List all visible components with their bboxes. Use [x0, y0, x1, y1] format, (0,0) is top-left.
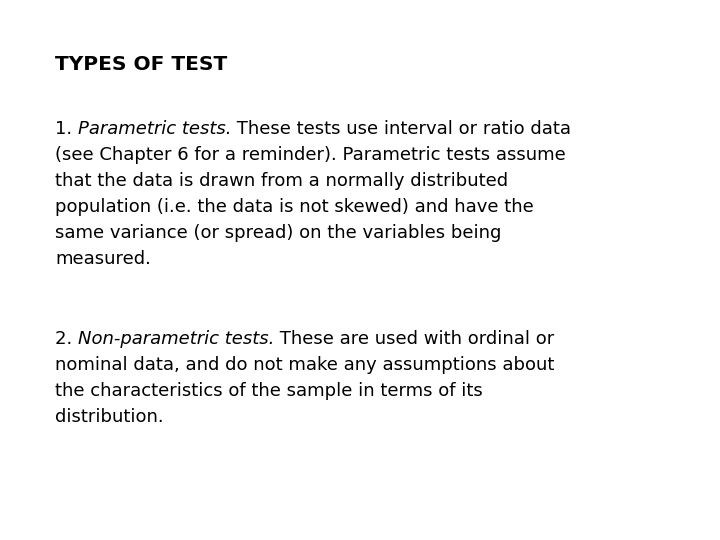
Text: These tests use interval or ratio data: These tests use interval or ratio data [231, 120, 572, 138]
Text: the characteristics of the sample in terms of its: the characteristics of the sample in ter… [55, 382, 482, 400]
Text: measured.: measured. [55, 250, 151, 268]
Text: 1.: 1. [55, 120, 78, 138]
Text: same variance (or spread) on the variables being: same variance (or spread) on the variabl… [55, 224, 501, 242]
Text: Non-parametric tests.: Non-parametric tests. [78, 330, 274, 348]
Text: TYPES OF TEST: TYPES OF TEST [55, 55, 228, 74]
Text: distribution.: distribution. [55, 408, 163, 426]
Text: Parametric tests.: Parametric tests. [78, 120, 231, 138]
Text: that the data is drawn from a normally distributed: that the data is drawn from a normally d… [55, 172, 508, 190]
Text: These are used with ordinal or: These are used with ordinal or [274, 330, 554, 348]
Text: 2.: 2. [55, 330, 78, 348]
Text: (see Chapter 6 for a reminder). Parametric tests assume: (see Chapter 6 for a reminder). Parametr… [55, 146, 566, 164]
Text: nominal data, and do not make any assumptions about: nominal data, and do not make any assump… [55, 356, 554, 374]
Text: population (i.e. the data is not skewed) and have the: population (i.e. the data is not skewed)… [55, 198, 534, 216]
